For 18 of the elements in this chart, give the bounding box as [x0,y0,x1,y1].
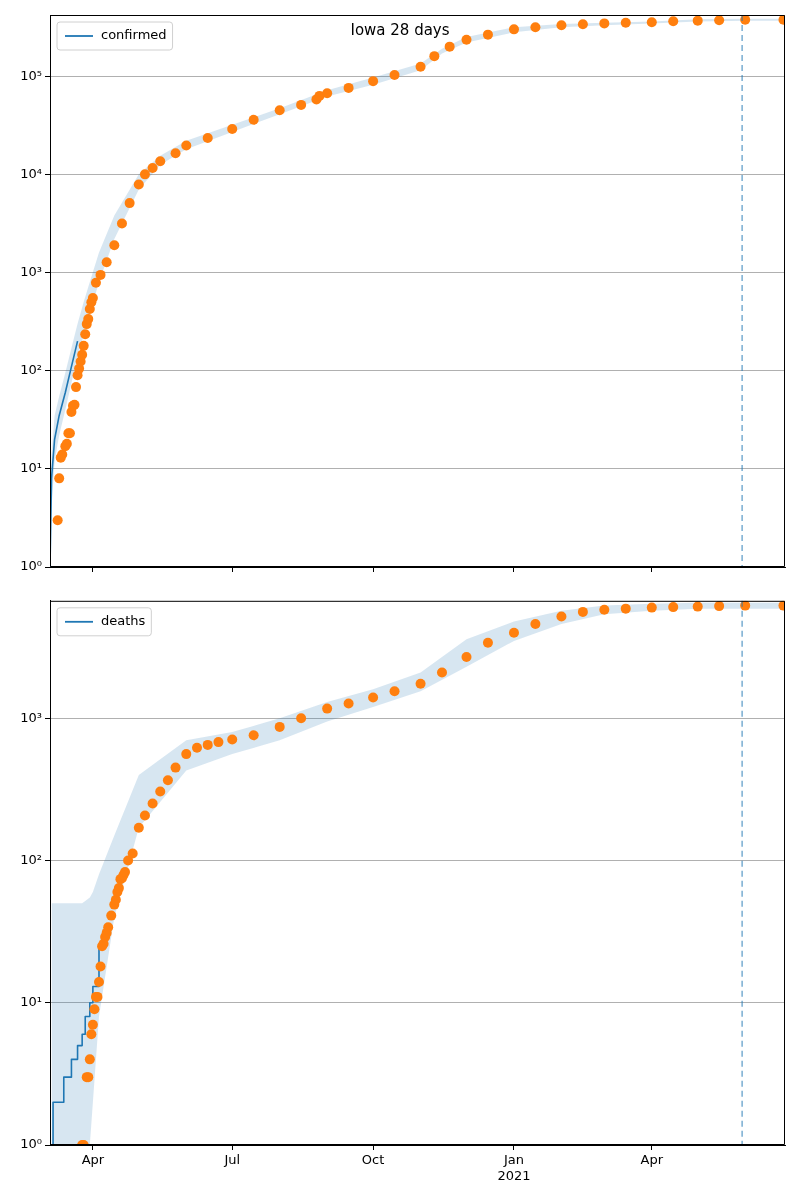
x-tick-label: Jan 2021 [497,1152,531,1183]
legend-label: deaths [101,613,146,629]
y-tick-label: 10¹ [20,460,42,476]
y-tick-label: 10³ [20,263,42,279]
x-tick-label: Apr [640,1152,664,1168]
y-tick-label: 10⁵ [20,67,42,83]
legend-label: confirmed [101,27,167,43]
y-tick-label: 10² [20,851,42,867]
y-tick-label: 10¹ [20,994,42,1010]
x-tick-label: Apr [81,1152,105,1168]
chart-title: Iowa 28 days [350,20,450,39]
y-tick-label: 10⁴ [20,165,42,181]
y-tick-label: 10⁰ [20,1136,42,1152]
x-tick-label: Jul [223,1152,241,1168]
y-tick-label: 10⁰ [20,558,42,574]
x-tick-label: Oct [361,1152,385,1168]
y-tick-label: 10³ [20,709,42,725]
y-tick-label: 10² [20,362,42,378]
